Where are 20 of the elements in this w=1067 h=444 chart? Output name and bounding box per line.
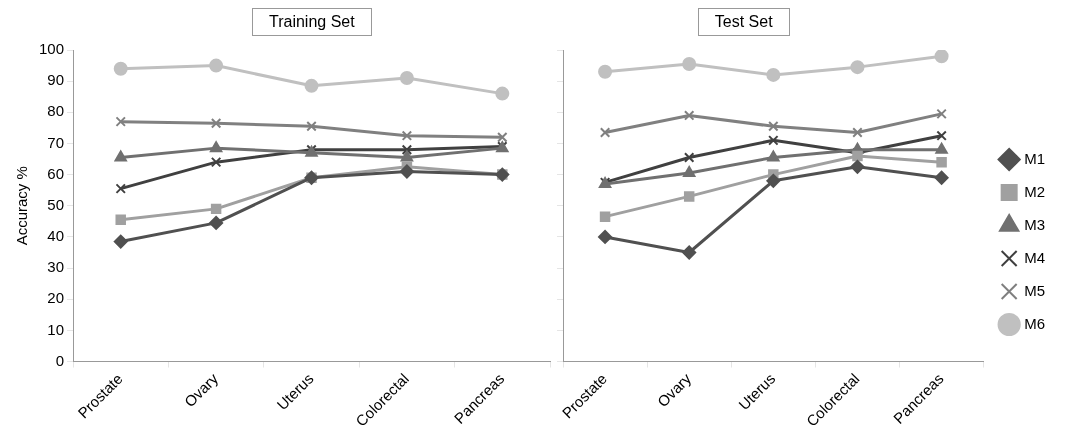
y-tick-label: 60 bbox=[47, 164, 65, 182]
legend-label: M2 bbox=[1024, 182, 1046, 200]
chart-title: Test Set bbox=[697, 8, 790, 36]
y-tick-label: 100 bbox=[39, 40, 65, 58]
legend-label: M5 bbox=[1024, 281, 1046, 299]
y-tick-label: 30 bbox=[47, 258, 65, 276]
y-tick-label: 90 bbox=[47, 71, 65, 89]
y-tick-label: 80 bbox=[47, 102, 65, 120]
legend-label: M3 bbox=[1024, 215, 1046, 233]
y-tick-label: 50 bbox=[47, 195, 65, 213]
y-tick-label: 40 bbox=[47, 227, 65, 245]
y-tick-label: 70 bbox=[47, 133, 65, 151]
chart-title: Training Set bbox=[252, 8, 372, 36]
legend-label: M6 bbox=[1024, 314, 1046, 332]
y-tick-label: 20 bbox=[47, 289, 65, 307]
y-tick-label: 0 bbox=[55, 351, 65, 369]
legend-label: M4 bbox=[1024, 248, 1046, 266]
legend-label: M1 bbox=[1024, 149, 1046, 167]
y-axis-title: Accuracy % bbox=[13, 166, 31, 246]
y-tick-label: 10 bbox=[47, 320, 65, 338]
